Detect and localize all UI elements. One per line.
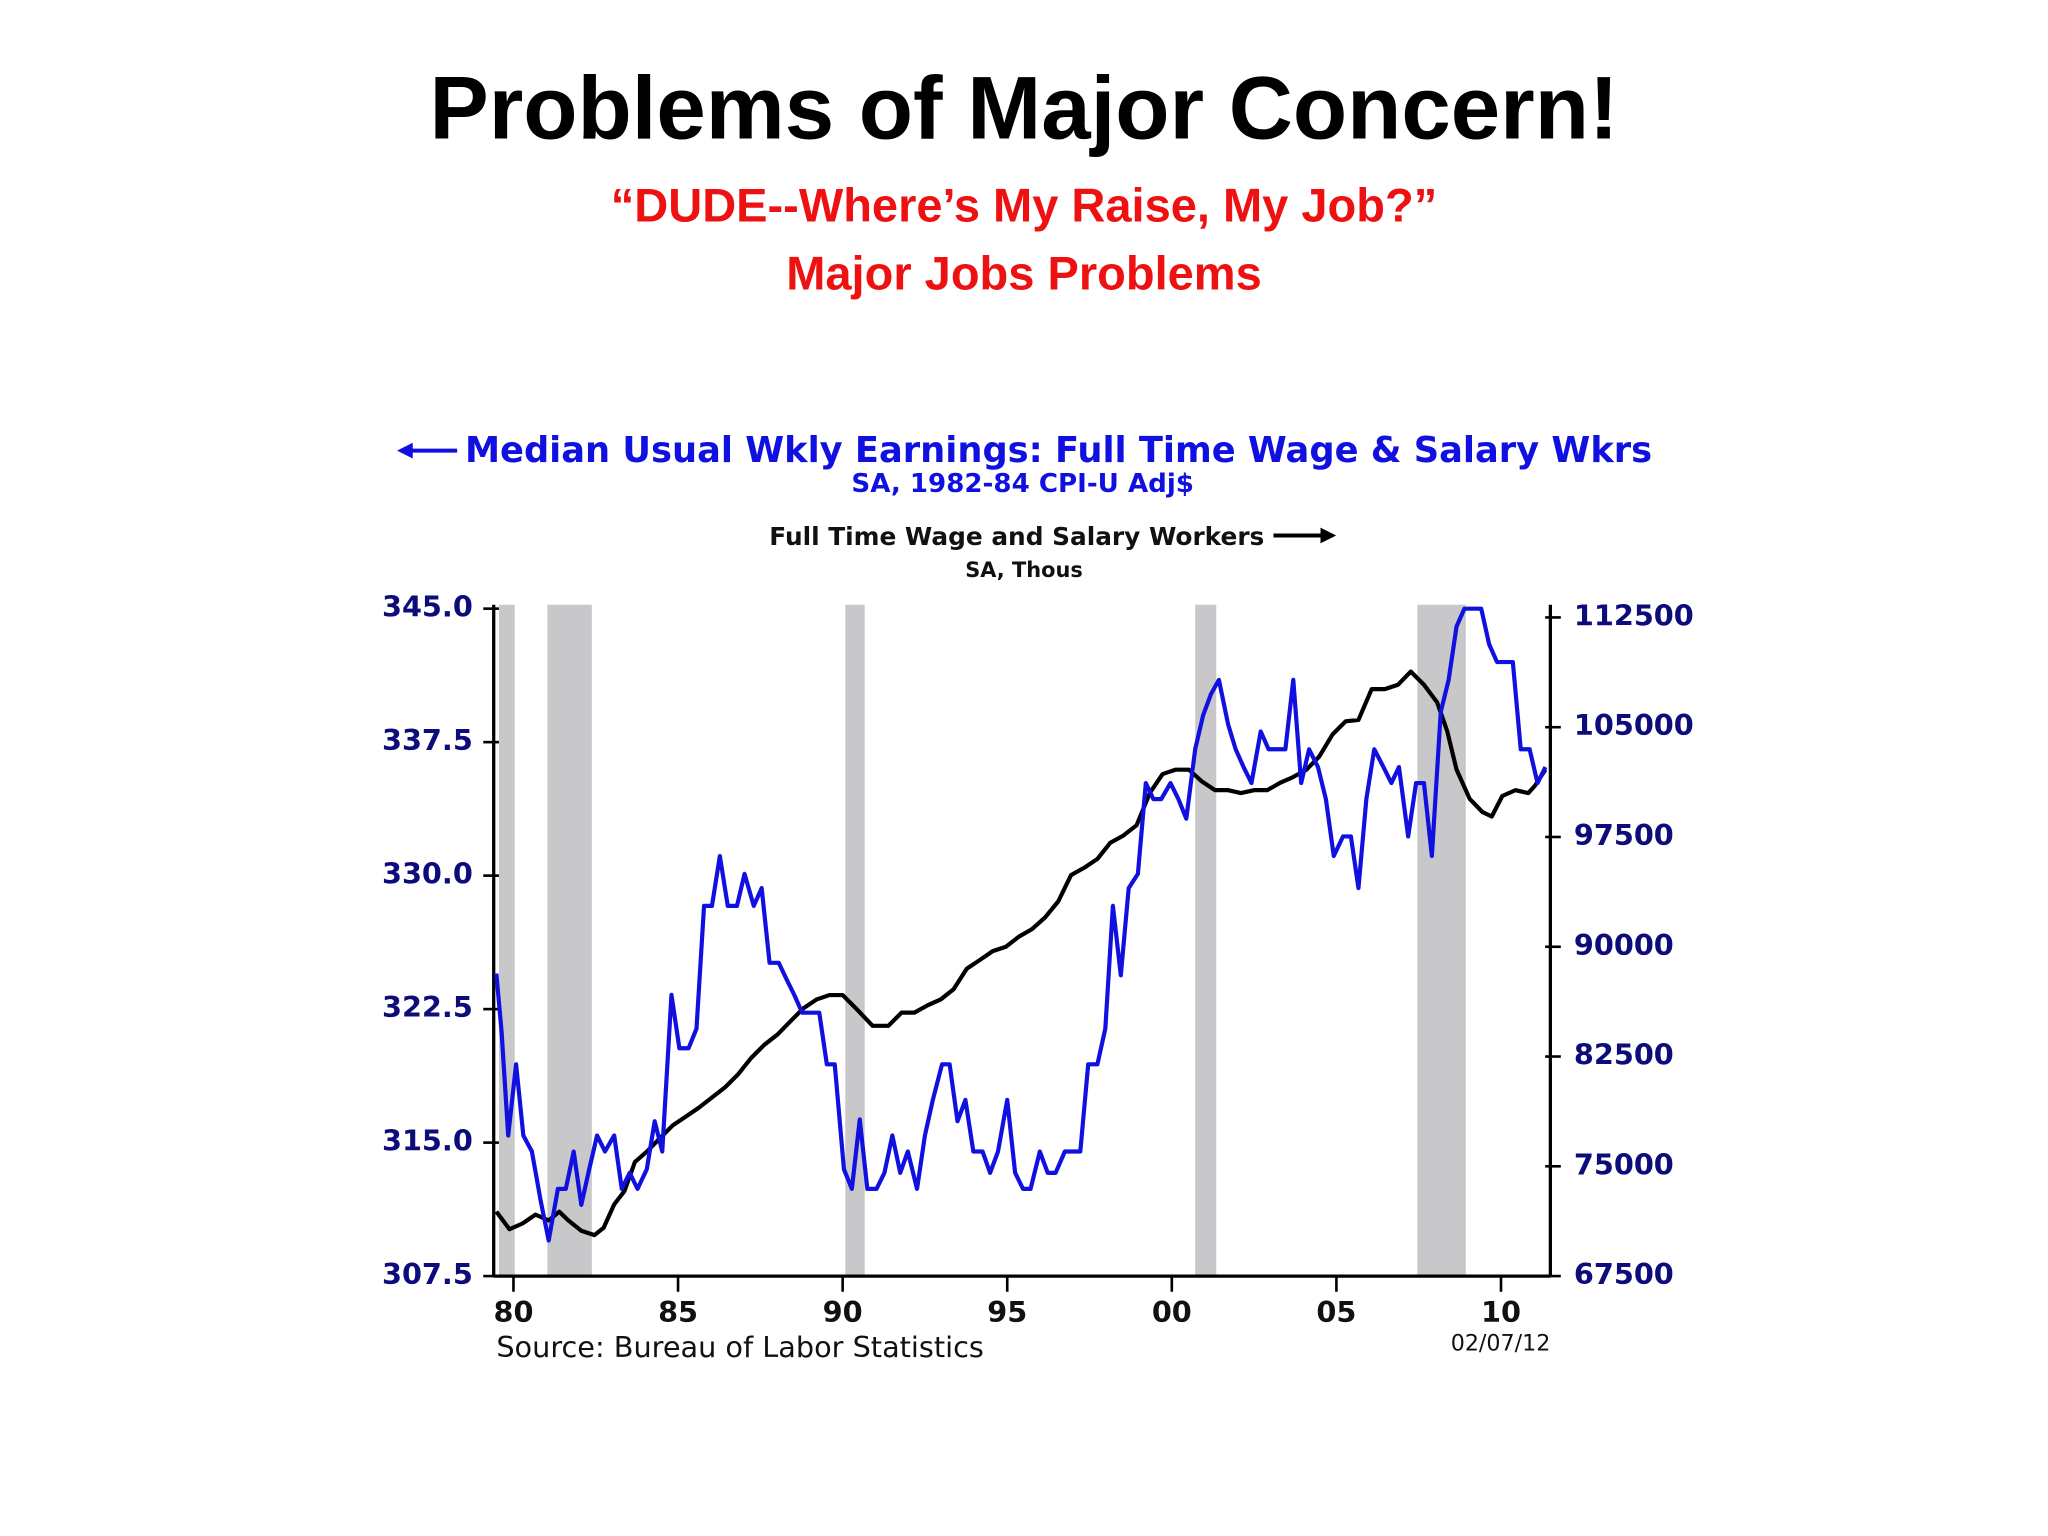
y2-tick-label: 97500 (1574, 818, 1674, 852)
date-note: 02/07/12 (1451, 1331, 1551, 1357)
series-line (494, 606, 1548, 1243)
y-tick-label: 307.5 (382, 1257, 473, 1291)
left-axis-label: Median Usual Wkly Earnings: Full Time Wa… (465, 430, 1652, 471)
y2-tick-label: 75000 (1574, 1147, 1674, 1181)
x-tick-label: 10 (1481, 1295, 1521, 1329)
recession-band (498, 604, 515, 1277)
y2-tick-label: 90000 (1574, 928, 1674, 962)
x-tick-label: 85 (658, 1295, 698, 1329)
y-tick-label: 337.5 (382, 723, 473, 757)
right-axis-sublabel: SA, Thous (965, 558, 1083, 582)
y-tick-label: 322.5 (382, 990, 473, 1024)
x-tick-label: 00 (1152, 1295, 1192, 1329)
y2-tick-label: 67500 (1574, 1257, 1674, 1291)
chart-title: Problems of Major Concern! (429, 58, 1618, 157)
right-arrow (1273, 527, 1337, 544)
y-tick-label: 315.0 (382, 1124, 473, 1158)
y-tick-label: 345.0 (382, 590, 473, 624)
x-tick-label: 95 (987, 1295, 1027, 1329)
y2-tick-label: 82500 (1574, 1038, 1674, 1072)
source-note: Source: Bureau of Labor Statistics (496, 1330, 984, 1364)
right-axis-label: Full Time Wage and Salary Workers (769, 522, 1264, 551)
recession-band (845, 604, 865, 1277)
y2-tick-label: 105000 (1574, 708, 1694, 742)
left-arrow (397, 442, 458, 459)
chart-subtitle: Major Jobs Problems (786, 246, 1262, 299)
x-tick-label: 05 (1316, 1295, 1356, 1329)
series-line (494, 669, 1548, 1238)
y-tick-label: 330.0 (382, 857, 473, 891)
y2-tick-label: 112500 (1574, 598, 1694, 632)
x-tick-label: 90 (823, 1295, 863, 1329)
x-tick-label: 80 (493, 1295, 533, 1329)
chart-subtitle: “DUDE--Where’s My Raise, My Job?” (611, 178, 1437, 231)
recession-band (1195, 604, 1217, 1277)
left-axis-sublabel: SA, 1982-84 CPI-U Adj$ (851, 469, 1194, 499)
